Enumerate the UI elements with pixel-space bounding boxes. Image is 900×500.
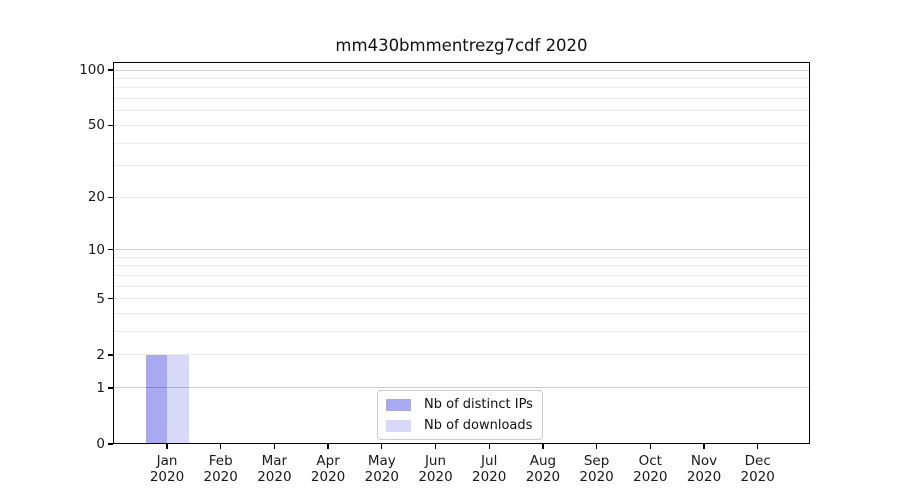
x-tick: [542, 444, 544, 449]
x-tick: [757, 444, 759, 449]
x-tick-year: 2020: [418, 469, 453, 485]
x-tick-label: Aug 2020: [513, 453, 573, 485]
y-gridline: [114, 354, 809, 356]
y-gridline: [114, 298, 809, 300]
legend-label-downloads: Nb of downloads: [424, 418, 533, 433]
x-tick-month: Aug: [529, 453, 557, 469]
y-minor-gridline: [114, 285, 809, 287]
y-minor-gridline: [114, 165, 809, 167]
x-tick-label: Nov 2020: [674, 453, 734, 485]
x-tick-month: Feb: [208, 453, 233, 469]
y-tick: [108, 248, 113, 251]
y-gridline: [114, 69, 809, 71]
y-gridline: [114, 124, 809, 126]
y-minor-gridline: [114, 256, 809, 258]
x-tick: [381, 444, 383, 449]
x-tick-year: 2020: [364, 469, 399, 485]
x-tick-year: 2020: [740, 469, 775, 485]
x-tick-year: 2020: [472, 469, 507, 485]
y-minor-gridline: [114, 110, 809, 112]
x-tick-year: 2020: [149, 469, 185, 485]
legend-item-downloads: Nb of downloads: [386, 417, 533, 434]
legend-label-distinct-ips: Nb of distinct IPs: [424, 397, 533, 412]
y-minor-gridline: [114, 142, 809, 144]
y-tick: [108, 443, 113, 445]
y-gridline: [114, 196, 809, 198]
y-gridline: [114, 387, 809, 389]
x-tick-label: Mar 2020: [244, 453, 304, 485]
y-tick-label: 5: [96, 290, 105, 307]
y-tick: [108, 124, 113, 127]
y-tick: [108, 387, 113, 389]
y-minor-gridline: [114, 98, 809, 100]
x-tick-month: Jun: [424, 453, 447, 469]
y-minor-gridline: [114, 331, 809, 333]
x-tick-year: 2020: [686, 469, 722, 485]
x-tick-month: Mar: [261, 453, 288, 469]
x-tick: [327, 444, 329, 449]
x-tick-year: 2020: [310, 469, 346, 485]
x-tick-month: Jul: [481, 453, 498, 469]
y-tick-label: 10: [87, 241, 105, 258]
legend: Nb of distinct IPs Nb of downloads: [377, 390, 543, 440]
y-minor-gridline: [114, 77, 809, 79]
x-tick-month: Oct: [638, 453, 662, 469]
y-tick-label: 0: [96, 436, 105, 452]
y-gridline: [114, 249, 809, 251]
x-tick-year: 2020: [633, 469, 668, 485]
y-minor-gridline: [114, 313, 809, 315]
x-tick: [649, 444, 651, 449]
x-tick-label: Sep 2020: [567, 453, 627, 485]
legend-item-distinct-ips: Nb of distinct IPs: [386, 396, 533, 413]
x-tick-month: May: [367, 453, 396, 469]
x-tick-month: Dec: [744, 453, 771, 469]
x-tick-label: Feb 2020: [191, 453, 251, 485]
y-tick-label: 20: [87, 189, 105, 206]
y-tick: [108, 196, 113, 198]
x-tick: [273, 444, 276, 449]
x-tick-year: 2020: [525, 469, 561, 485]
legend-swatch-distinct-ips: [386, 398, 411, 411]
chart-title: mm430bmmentrezg7cdf 2020: [335, 36, 588, 55]
x-tick-year: 2020: [203, 469, 238, 485]
bar-downloads: [167, 354, 189, 444]
x-tick: [595, 444, 598, 449]
x-tick-label: May 2020: [352, 453, 412, 485]
x-tick-label: Dec 2020: [728, 453, 788, 485]
y-tick-label: 1: [96, 379, 105, 396]
x-tick-year: 2020: [257, 469, 292, 485]
y-minor-gridline: [114, 274, 809, 276]
legend-swatch-downloads: [386, 419, 411, 432]
y-minor-gridline: [114, 87, 809, 89]
x-tick: [220, 444, 222, 449]
y-tick: [108, 69, 113, 71]
x-tick-month: Nov: [690, 453, 718, 469]
x-tick: [703, 444, 705, 449]
x-tick: [434, 444, 437, 449]
x-tick-label: Jul 2020: [459, 453, 519, 485]
y-tick-label: 2: [96, 346, 105, 363]
bar-distinct-ips: [145, 354, 167, 444]
y-tick: [108, 354, 113, 356]
x-tick: [488, 444, 490, 449]
x-tick-month: Sep: [583, 453, 610, 469]
x-tick-month: Apr: [316, 453, 340, 469]
y-tick-label: 100: [79, 62, 105, 78]
x-tick-year: 2020: [579, 469, 614, 485]
y-minor-gridline: [114, 265, 809, 267]
y-tick: [108, 298, 113, 300]
x-tick-label: Apr 2020: [298, 453, 358, 485]
x-tick: [166, 444, 168, 449]
x-tick-label: Jun 2020: [406, 453, 466, 485]
x-tick-label: Jan 2020: [137, 453, 197, 485]
x-tick-label: Oct 2020: [620, 453, 680, 485]
y-tick-label: 50: [87, 117, 105, 134]
x-tick-month: Jan: [156, 453, 178, 469]
